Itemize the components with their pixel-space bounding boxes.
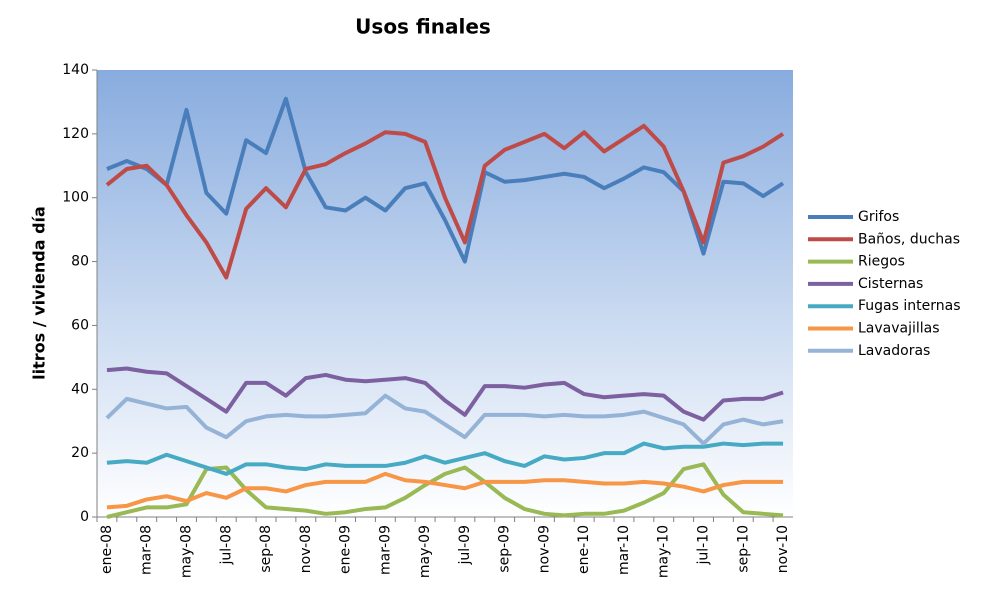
x-tick-label: mar-08	[139, 525, 155, 575]
y-tick-label: 120	[62, 126, 89, 142]
series-line	[105, 123, 785, 280]
series-line	[106, 471, 784, 510]
x-tick-label: may-09	[417, 525, 433, 578]
legend-label: Baños, duchas	[858, 231, 960, 247]
y-axis-label: litros / vivienda día	[30, 206, 49, 380]
y-tick-label: 40	[71, 381, 89, 397]
x-tick-label: jul-08	[218, 525, 234, 566]
x-tick-label: mar-09	[377, 525, 393, 575]
y-tick-label: 80	[71, 254, 89, 270]
x-tick-label: ene-10	[576, 525, 592, 574]
legend-label: Fugas internas	[858, 298, 961, 314]
x-tick-label: nov-10	[775, 525, 791, 573]
series-line	[106, 441, 784, 476]
x-tick-label: sep-09	[497, 525, 513, 573]
series-line	[106, 96, 785, 264]
x-tick-label: jul-10	[696, 525, 712, 566]
x-tick-label: nov-09	[536, 525, 552, 573]
y-tick-label: 20	[71, 445, 89, 461]
y-tick-label: 140	[62, 62, 89, 78]
x-tick-label: sep-10	[735, 525, 751, 573]
x-tick-label: nov-08	[298, 525, 314, 573]
legend-label: Cisternas	[858, 276, 923, 292]
legend-label: Lavavajillas	[858, 321, 940, 337]
x-tick-label: mar-10	[616, 525, 632, 575]
x-tick-label: sep-08	[258, 525, 274, 573]
legend-label: Grifos	[858, 209, 899, 225]
chart-title: Usos finales	[355, 15, 491, 39]
x-tick-label: ene-08	[99, 525, 115, 574]
x-tick-label: may-08	[178, 525, 194, 578]
x-tick-label: ene-09	[338, 525, 354, 574]
x-tick-label: jul-09	[457, 525, 473, 566]
series-line	[106, 366, 784, 422]
y-tick-label: 0	[80, 509, 89, 525]
legend-label: Lavadoras	[858, 343, 930, 359]
y-tick-label: 60	[71, 317, 89, 333]
y-tick-label: 100	[62, 190, 89, 206]
x-tick-label: may-10	[656, 525, 672, 578]
legend-label: Riegos	[858, 254, 905, 270]
plot-area	[97, 70, 793, 517]
series-line	[105, 393, 784, 446]
